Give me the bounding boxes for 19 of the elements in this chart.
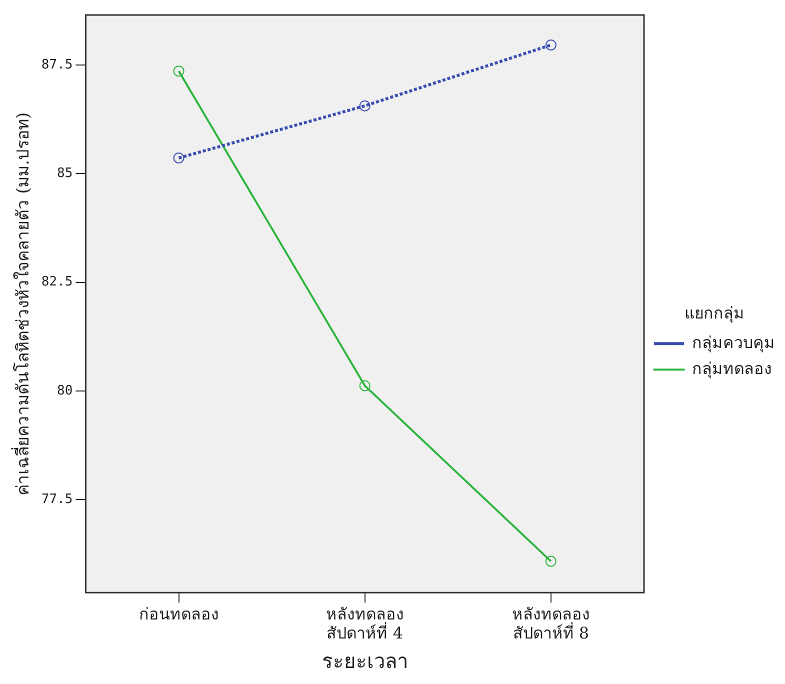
point (173, 66, 184, 77)
y-tick-label: 82.5 (41, 274, 73, 290)
x-tick-label: ก่อนทดลอง (138, 604, 219, 624)
legend-label: กลุ่มควบคุม (692, 332, 775, 353)
point (545, 39, 556, 50)
x-tick-label: หลังทดลอง สัปดาห์ที่ 4 (326, 604, 404, 643)
y-axis-title: ค่าเฉลี่ยความดันโลหิตช่วงหัวใจคลายตัว (มม.ปรอท) (10, 112, 34, 496)
point (173, 152, 184, 164)
legend-title: แยกกลุ่ม (684, 304, 744, 324)
point (545, 556, 556, 567)
legend-label: กลุ่มทดลอง (692, 358, 772, 379)
y-tick-label: 77.5 (41, 492, 73, 507)
point (359, 100, 370, 112)
x-axis-title: ระยะเวลา (322, 649, 408, 674)
y-tick-label: 80 (57, 383, 73, 398)
point (359, 380, 370, 392)
x-tick-label: หลังทดลอง สัปดาห์ที่ 8 (512, 604, 590, 643)
y-tick-label: 85 (57, 166, 73, 182)
y-tick-label: 87.5 (41, 57, 73, 72)
